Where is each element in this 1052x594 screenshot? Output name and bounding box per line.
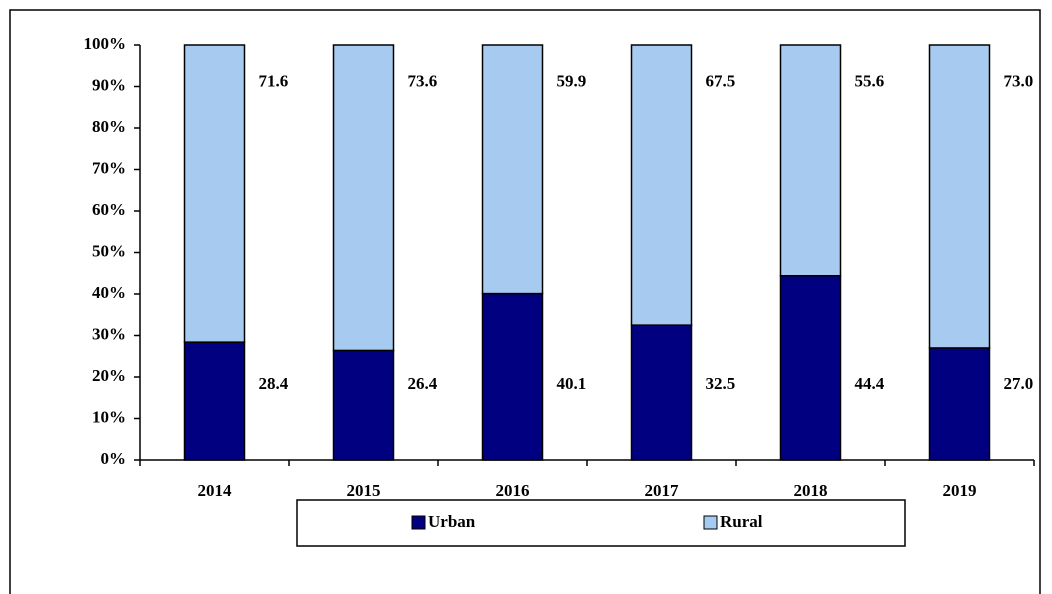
x-tick-label: 2014 [198, 481, 233, 500]
y-tick-label: 70% [92, 158, 126, 177]
bar-segment [928, 347, 991, 461]
x-tick-label: 2016 [496, 481, 530, 500]
data-label: 32.5 [706, 374, 736, 393]
legend-label: Urban [428, 512, 476, 531]
data-label: 71.6 [259, 71, 289, 90]
y-tick-label: 90% [92, 75, 126, 94]
bar-segment [183, 44, 246, 343]
data-label: 27.0 [1004, 374, 1034, 393]
data-label: 59.9 [557, 71, 587, 90]
x-tick-label: 2017 [645, 481, 680, 500]
bar-segment [779, 44, 842, 277]
y-tick-label: 60% [92, 200, 126, 219]
bar-segment [332, 44, 395, 352]
y-tick-label: 10% [92, 407, 126, 426]
frame [9, 9, 1041, 594]
x-tick-label: 2019 [943, 481, 977, 500]
data-label: 55.6 [855, 71, 885, 90]
bar-segment [332, 349, 395, 461]
bar-segment [630, 44, 693, 326]
legend-label: Rural [720, 512, 763, 531]
y-tick-label: 40% [92, 283, 126, 302]
y-tick-label: 0% [101, 449, 127, 468]
bar-segment [630, 324, 693, 461]
bar-segment [481, 44, 544, 295]
bar-segment [183, 341, 246, 461]
y-tick-label: 50% [92, 241, 126, 260]
bar-segment [779, 274, 842, 461]
data-label: 44.4 [855, 374, 885, 393]
data-label: 73.0 [1004, 71, 1034, 90]
data-label: 40.1 [557, 374, 587, 393]
bar-segment [481, 292, 544, 461]
y-tick-label: 30% [92, 324, 126, 343]
data-label: 26.4 [408, 374, 438, 393]
legend-swatch [703, 515, 718, 530]
bar-segment [928, 44, 991, 349]
data-label: 28.4 [259, 374, 289, 393]
y-tick-label: 20% [92, 366, 126, 385]
y-tick-label: 100% [84, 34, 127, 53]
x-tick-label: 2018 [794, 481, 828, 500]
legend-box [296, 499, 906, 547]
data-label: 67.5 [706, 71, 736, 90]
legend-swatch [411, 515, 426, 530]
x-tick-label: 2015 [347, 481, 381, 500]
data-label: 73.6 [408, 71, 438, 90]
y-tick-label: 80% [92, 117, 126, 136]
